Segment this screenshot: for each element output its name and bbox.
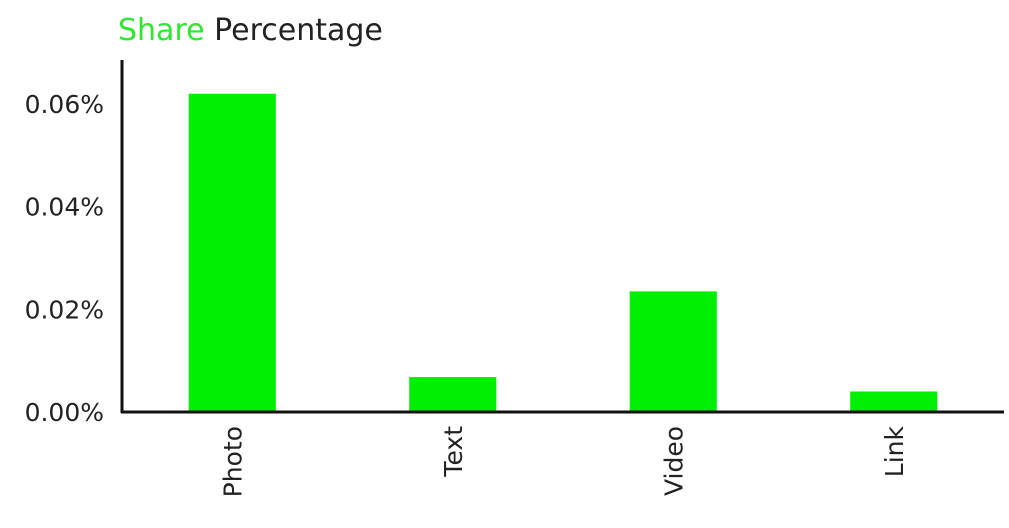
y-axis-ticks: 0.00% 0.02% 0.04% 0.06% [25,90,104,427]
x-tick-label-link: Link [880,425,909,477]
y-tick-label: 0.06% [25,90,104,119]
chart-title: Share Percentage [118,13,383,48]
bars [188,93,938,412]
bar-link [850,391,938,412]
x-tick-label-text: Text [439,426,468,478]
chart-title-highlight: Share [118,13,205,48]
y-tick-label: 0.04% [25,193,104,222]
y-tick-label: 0.00% [25,398,104,427]
y-tick-label: 0.02% [25,295,104,324]
bar-video [629,291,717,412]
chart-title-rest: Percentage [214,13,383,48]
x-tick-label-video: Video [659,426,688,496]
bar-photo [188,93,276,412]
x-tick-label-photo: Photo [218,426,247,497]
bar-text [409,377,497,412]
x-axis-labels: Photo Text Video Link [218,425,909,497]
